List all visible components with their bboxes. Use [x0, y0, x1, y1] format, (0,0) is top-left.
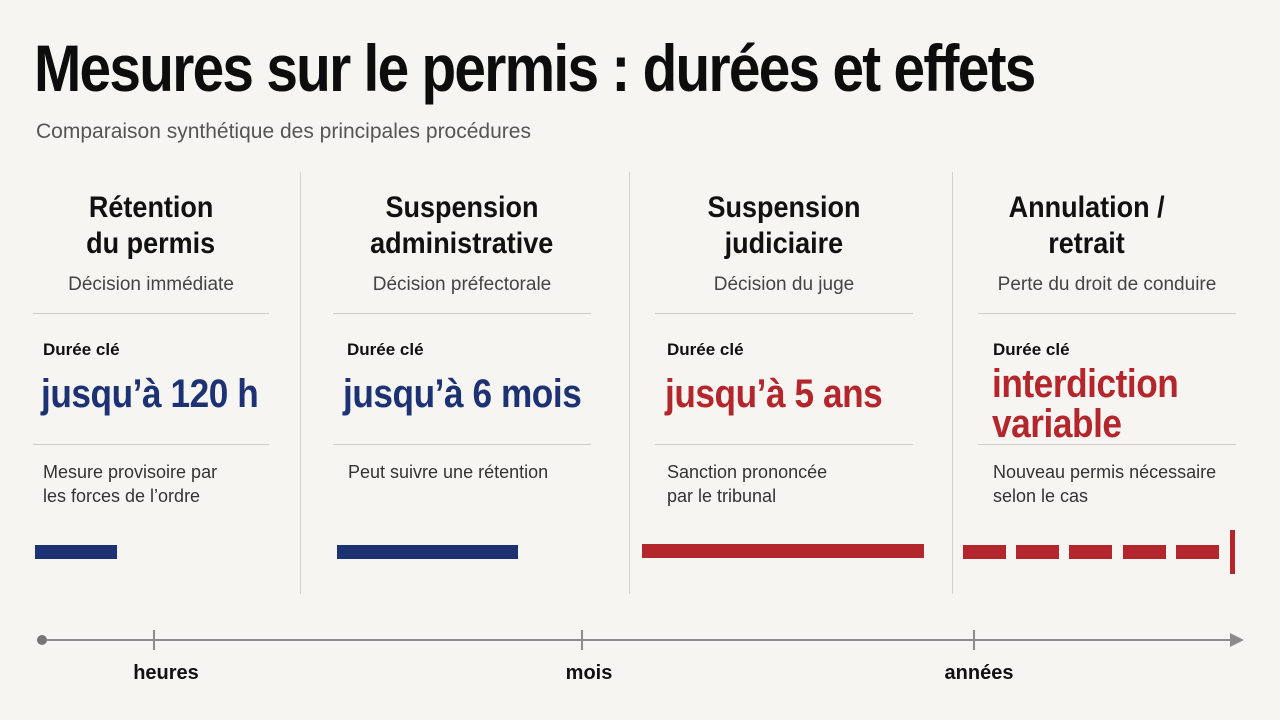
column-title-line1: Rétention — [88, 191, 214, 224]
key-value: jusqu’à 5 ans — [665, 374, 912, 414]
column-title-line1: Suspension — [385, 191, 539, 224]
column-retention: Rétention du permis Décision immédiate D… — [33, 172, 269, 594]
column-subtitle: Décision du juge — [713, 274, 855, 295]
key-label: Durée clé — [347, 340, 424, 359]
column-suspension-judiciaire: Suspension judiciaire Décision du juge D… — [655, 172, 913, 594]
description-line2: par le tribunal — [667, 486, 777, 506]
column-subtitle: Perte du droit de conduire — [997, 274, 1217, 295]
duration-bar-dash — [1123, 545, 1166, 559]
duration-bar-dash — [1176, 545, 1219, 559]
column-separator — [333, 313, 591, 314]
timeline-start-dot — [37, 635, 47, 645]
column-separator — [655, 313, 913, 314]
duration-bar-end-marker — [1230, 530, 1235, 574]
column-separator — [33, 444, 269, 445]
column-title: Rétention du permis — [33, 190, 269, 262]
key-label: Durée clé — [993, 340, 1070, 359]
timeline-arrow-icon — [1230, 633, 1244, 647]
column-title-line1: Annulation / — [1009, 191, 1165, 224]
key-label: Durée clé — [43, 340, 120, 359]
key-value-line1: jusqu’à 6 mois — [343, 372, 582, 416]
key-value: interdiction variable — [992, 364, 1204, 444]
key-value-line1: interdiction — [992, 362, 1179, 406]
column-title-line1: Suspension — [707, 191, 861, 224]
column-separator — [978, 313, 1236, 314]
duration-bar-dash — [1069, 545, 1112, 559]
column-divider — [300, 172, 301, 594]
column-divider — [629, 172, 630, 594]
column-description: Nouveau permis nécessaire selon le cas — [993, 460, 1216, 508]
timeline-axis — [42, 639, 1238, 641]
description-line2: selon le cas — [993, 486, 1089, 506]
duration-bar-suspension-administrative — [337, 545, 518, 559]
key-label: Durée clé — [667, 340, 744, 359]
timeline-tick — [973, 630, 975, 650]
key-value-line1: jusqu’à 120 h — [41, 372, 259, 416]
key-value: jusqu’à 120 h — [41, 374, 288, 414]
column-description: Peut suivre une rétention — [348, 460, 548, 484]
key-value-line2: variable — [992, 402, 1122, 446]
column-title: Annulation / retrait — [958, 190, 1216, 262]
column-title-line2: judiciaire — [724, 227, 844, 260]
column-description: Mesure provisoire par les forces de l’or… — [43, 460, 217, 508]
description-line1: Nouveau permis nécessaire — [993, 462, 1217, 482]
timeline-tick — [153, 630, 155, 650]
column-title-line2: administrative — [370, 227, 554, 260]
key-value-line1: jusqu’à 5 ans — [665, 372, 883, 416]
key-value: jusqu’à 6 mois — [343, 374, 614, 414]
column-title: Suspension judiciaire — [655, 190, 913, 262]
column-title-line2: retrait — [1048, 227, 1126, 260]
description-line1: Sanction prononcée — [667, 462, 828, 482]
duration-bar-dash — [1016, 545, 1059, 559]
column-description: Sanction prononcée par le tribunal — [667, 460, 827, 508]
column-suspension-administrative: Suspension administrative Décision préfe… — [333, 172, 591, 594]
column-title-line2: du permis — [86, 227, 216, 260]
duration-bar-dash — [963, 545, 1006, 559]
description-line1: Peut suivre une rétention — [348, 462, 549, 482]
column-title: Suspension administrative — [333, 190, 591, 262]
column-separator — [333, 444, 591, 445]
column-separator — [978, 444, 1236, 445]
description-line2: les forces de l’ordre — [43, 486, 201, 506]
timeline-tick — [581, 630, 583, 650]
column-subtitle: Décision préfectorale — [372, 274, 552, 295]
timeline-label-heures: heures — [133, 662, 199, 684]
timeline-label-annees: années — [944, 662, 1014, 684]
page-title: Mesures sur le permis : durées et effets — [34, 31, 1036, 105]
timeline-label-mois: mois — [565, 662, 613, 684]
description-line1: Mesure provisoire par — [43, 462, 218, 482]
column-separator — [655, 444, 913, 445]
page-subtitle: Comparaison synthétique des principales … — [36, 120, 531, 143]
duration-bar-suspension-judiciaire — [642, 544, 924, 558]
duration-bar-retention — [35, 545, 117, 559]
column-divider — [952, 172, 953, 594]
column-subtitle: Décision immédiate — [68, 274, 234, 295]
column-annulation-retrait: Annulation / retrait Perte du droit de c… — [978, 172, 1236, 594]
column-separator — [33, 313, 269, 314]
